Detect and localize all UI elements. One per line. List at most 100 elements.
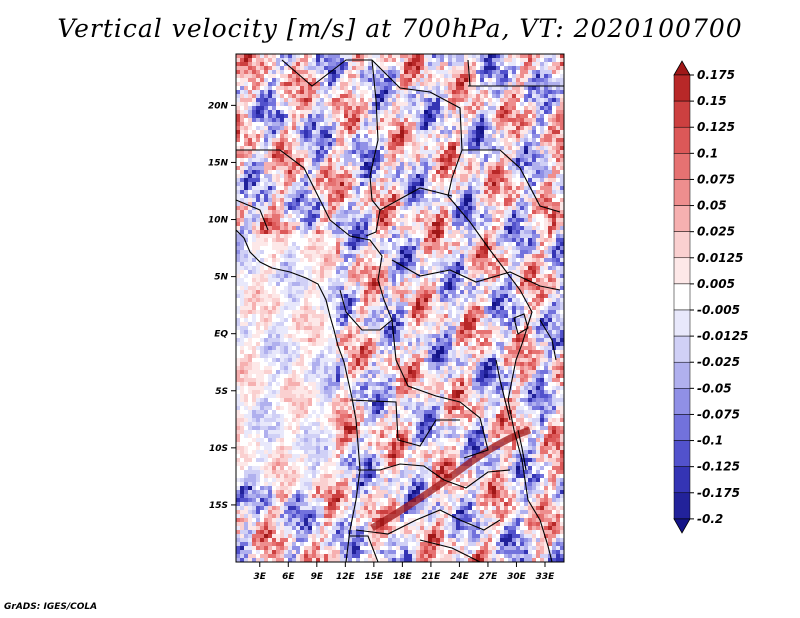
field-cell bbox=[296, 254, 301, 259]
field-cell bbox=[392, 70, 397, 75]
field-cell bbox=[360, 66, 365, 71]
field-cell bbox=[544, 210, 549, 215]
field-cell bbox=[304, 166, 309, 171]
field-cell bbox=[320, 118, 325, 123]
field-cell bbox=[252, 122, 257, 127]
field-cell bbox=[476, 242, 481, 247]
field-cell bbox=[484, 254, 489, 259]
field-cell bbox=[296, 146, 301, 151]
field-cell bbox=[244, 158, 249, 163]
field-cell bbox=[476, 174, 481, 179]
field-cell bbox=[392, 86, 397, 91]
field-cell bbox=[304, 214, 309, 219]
field-cell bbox=[332, 194, 337, 199]
field-cell bbox=[460, 218, 465, 223]
field-cell bbox=[508, 70, 513, 75]
field-cell bbox=[244, 206, 249, 211]
field-cell bbox=[320, 230, 325, 235]
field-cell bbox=[440, 166, 445, 171]
field-cell bbox=[252, 198, 257, 203]
field-cell bbox=[380, 78, 385, 83]
field-cell bbox=[292, 270, 297, 275]
field-cell bbox=[448, 202, 453, 207]
field-cell bbox=[312, 198, 317, 203]
field-cell bbox=[316, 146, 321, 151]
field-cell bbox=[312, 238, 317, 243]
field-cell bbox=[520, 258, 525, 263]
field-cell bbox=[544, 254, 549, 259]
field-cell bbox=[532, 186, 537, 191]
field-cell bbox=[428, 130, 433, 135]
field-cell bbox=[268, 70, 273, 75]
field-cell bbox=[264, 78, 269, 83]
field-cell bbox=[252, 190, 257, 195]
field-cell bbox=[260, 294, 265, 299]
field-cell bbox=[424, 118, 429, 123]
field-cell bbox=[476, 82, 481, 87]
field-cell bbox=[368, 62, 373, 67]
field-cell bbox=[484, 74, 489, 79]
field-cell bbox=[276, 218, 281, 223]
field-cell bbox=[436, 78, 441, 83]
field-cell bbox=[440, 278, 445, 283]
field-cell bbox=[472, 166, 477, 171]
field-cell bbox=[512, 102, 517, 107]
field-cell bbox=[432, 290, 437, 295]
field-cell bbox=[356, 194, 361, 199]
field-cell bbox=[312, 266, 317, 271]
field-cell bbox=[356, 162, 361, 167]
field-cell bbox=[344, 122, 349, 127]
field-cell bbox=[400, 170, 405, 175]
field-cell bbox=[472, 234, 477, 239]
field-cell bbox=[244, 278, 249, 283]
field-cell bbox=[340, 102, 345, 107]
field-cell bbox=[444, 206, 449, 211]
field-cell bbox=[492, 234, 497, 239]
field-cell bbox=[424, 70, 429, 75]
field-cell bbox=[432, 106, 437, 111]
field-cell bbox=[340, 118, 345, 123]
field-cell bbox=[456, 138, 461, 143]
field-cell bbox=[236, 154, 241, 159]
field-cell bbox=[304, 274, 309, 279]
field-cell bbox=[416, 250, 421, 255]
field-cell bbox=[432, 174, 437, 179]
field-cell bbox=[400, 190, 405, 195]
field-cell bbox=[520, 134, 525, 139]
field-cell bbox=[416, 278, 421, 283]
field-cell bbox=[412, 194, 417, 199]
field-cell bbox=[352, 54, 357, 59]
field-cell bbox=[300, 126, 305, 131]
field-cell bbox=[348, 270, 353, 275]
field-cell bbox=[348, 126, 353, 131]
field-cell bbox=[264, 98, 269, 103]
field-cell bbox=[472, 246, 477, 251]
field-cell bbox=[388, 194, 393, 199]
field-cell bbox=[424, 114, 429, 119]
field-cell bbox=[460, 58, 465, 63]
field-cell bbox=[252, 114, 257, 119]
field-cell bbox=[444, 262, 449, 267]
field-cell bbox=[340, 222, 345, 227]
field-cell bbox=[508, 182, 513, 187]
field-cell bbox=[408, 138, 413, 143]
field-cell bbox=[324, 70, 329, 75]
field-cell bbox=[260, 206, 265, 211]
field-cell bbox=[460, 170, 465, 175]
field-cell bbox=[276, 230, 281, 235]
field-cell bbox=[424, 178, 429, 183]
field-cell bbox=[364, 162, 369, 167]
field-cell bbox=[516, 82, 521, 87]
field-cell bbox=[304, 106, 309, 111]
field-cell bbox=[296, 278, 301, 283]
field-cell bbox=[540, 206, 545, 211]
field-cell bbox=[408, 246, 413, 251]
field-cell bbox=[336, 274, 341, 279]
field-cell bbox=[356, 238, 361, 243]
field-cell bbox=[316, 66, 321, 71]
field-cell bbox=[256, 78, 261, 83]
field-cell bbox=[252, 266, 257, 271]
field-cell bbox=[292, 254, 297, 259]
field-cell bbox=[536, 226, 541, 231]
field-cell bbox=[528, 62, 533, 67]
